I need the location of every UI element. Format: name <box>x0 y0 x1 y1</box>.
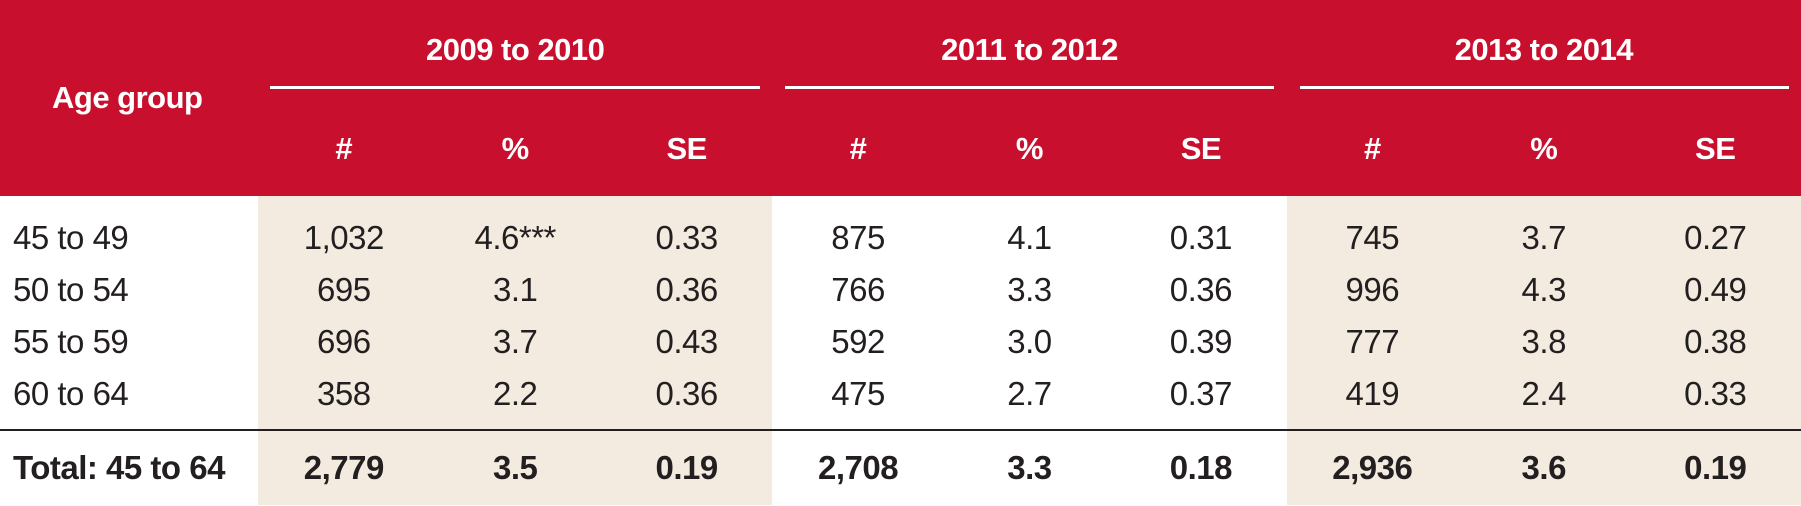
subcolumn-count-header: # <box>772 102 944 196</box>
total-value: 3.5 <box>429 429 601 505</box>
cell-value: 358 <box>258 368 430 430</box>
cell-value: 0.36 <box>600 368 773 430</box>
cell-value: 696 <box>258 316 430 368</box>
total-row: Total: 45 to 64 2,779 3.5 0.19 2,708 3.3… <box>0 429 1801 505</box>
row-label: 45 to 49 <box>13 219 129 256</box>
total-value: 2,708 <box>772 429 944 505</box>
subcolumn-se-header: SE <box>600 102 773 196</box>
cell-value: 0.33 <box>600 196 773 264</box>
cell-value: 3.7 <box>429 316 601 368</box>
cell-value: 592 <box>831 323 885 360</box>
total-value: 0.19 <box>600 429 773 505</box>
cell-value: 4.6*** <box>429 196 601 264</box>
period-label: 2013 to 2014 <box>1454 32 1634 67</box>
cell-value: 3.3 <box>1007 271 1052 308</box>
table-header: Age group 2009 to 2010 2011 to 2012 2013… <box>0 0 1801 196</box>
cell-value: 3.1 <box>429 264 601 316</box>
cell-value: 0.37 <box>1169 374 1233 412</box>
subcolumn-percent-header: % <box>1458 102 1630 196</box>
period-header-2011-2012: 2011 to 2012 <box>772 0 1287 102</box>
subcolumn-se-header: SE <box>1115 102 1287 196</box>
table-row: 50 to 54 695 3.1 0.36 766 3.3 0.36 996 4… <box>0 264 1801 316</box>
cell-value: 2.2 <box>429 368 601 430</box>
header-underline <box>785 86 1274 89</box>
header-underline <box>1299 86 1789 89</box>
cell-value: 0.36 <box>1169 271 1233 308</box>
cell-value: 0.38 <box>1629 316 1801 368</box>
header-underline <box>270 86 761 89</box>
cell-value: 1,032 <box>258 196 430 264</box>
total-value: 0.19 <box>1629 429 1801 505</box>
period-label: 2011 to 2012 <box>941 32 1118 67</box>
row-label: 60 to 64 <box>13 374 129 412</box>
cell-value: 0.33 <box>1629 368 1801 430</box>
cell-value: 0.43 <box>600 316 773 368</box>
table-row: 55 to 59 696 3.7 0.43 592 3.0 0.39 777 3… <box>0 316 1801 368</box>
total-value: 0.18 <box>1115 429 1287 505</box>
subcolumn-count-header: # <box>1286 102 1459 196</box>
cell-value: 3.8 <box>1458 316 1630 368</box>
cell-value: 745 <box>1286 196 1459 264</box>
cell-value: 777 <box>1286 316 1459 368</box>
table-row: 45 to 49 1,032 4.6*** 0.33 875 4.1 0.31 … <box>0 196 1801 264</box>
cell-value: 0.39 <box>1169 323 1233 360</box>
cell-value: 2.4 <box>1458 368 1630 430</box>
period-header-2009-2010: 2009 to 2010 <box>258 0 773 102</box>
subcolumn-count-header: # <box>258 102 430 196</box>
cell-value: 0.31 <box>1169 219 1233 256</box>
subcolumn-se-header: SE <box>1629 102 1801 196</box>
cell-value: 996 <box>1286 264 1459 316</box>
cell-value: 475 <box>831 374 885 412</box>
total-label: Total: 45 to 64 <box>0 429 259 505</box>
row-label: 50 to 54 <box>13 271 129 308</box>
cell-value: 3.0 <box>1007 323 1052 360</box>
header-row-periods: Age group 2009 to 2010 2011 to 2012 2013… <box>0 0 1801 196</box>
cell-value: 766 <box>831 271 885 308</box>
table-body: 45 to 49 1,032 4.6*** 0.33 875 4.1 0.31 … <box>0 196 1801 505</box>
total-value: 2,936 <box>1286 429 1459 505</box>
age-group-header: Age group <box>0 0 259 196</box>
cell-value: 3.7 <box>1458 196 1630 264</box>
table-row: 60 to 64 358 2.2 0.36 475 2.7 0.37 419 2… <box>0 368 1801 430</box>
subcolumn-percent-header: % <box>943 102 1116 196</box>
cell-value: 0.27 <box>1629 196 1801 264</box>
cell-value: 875 <box>831 219 885 256</box>
row-label: 55 to 59 <box>13 323 129 360</box>
period-label: 2009 to 2010 <box>425 32 605 67</box>
total-value: 2,779 <box>258 429 430 505</box>
cell-value: 0.36 <box>600 264 773 316</box>
cell-value: 0.49 <box>1629 264 1801 316</box>
header-row-subcolumns: # % SE # % SE # % SE <box>0 102 1801 196</box>
cell-value: 695 <box>258 264 430 316</box>
cell-value: 4.1 <box>1007 219 1052 256</box>
cell-value: 4.3 <box>1458 264 1630 316</box>
cell-value: 419 <box>1286 368 1459 430</box>
period-header-2013-2014: 2013 to 2014 <box>1286 0 1801 102</box>
total-value: 3.6 <box>1458 429 1630 505</box>
subcolumn-percent-header: % <box>429 102 601 196</box>
total-value: 3.3 <box>943 429 1116 505</box>
cell-value: 2.7 <box>1007 374 1052 412</box>
